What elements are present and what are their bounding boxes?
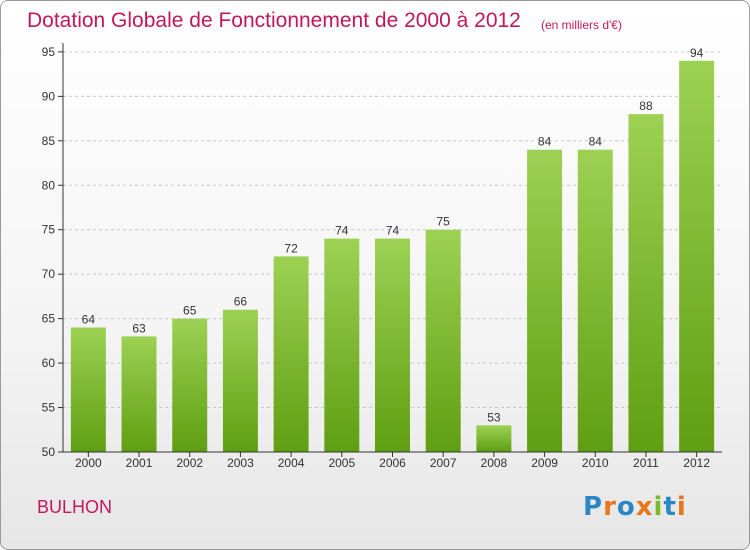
value-label-2001: 63	[132, 321, 146, 335]
bar-2008	[476, 425, 512, 452]
y-tick-label: 50	[42, 445, 56, 459]
x-tick-label-2006: 2006	[379, 456, 406, 470]
y-tick-label: 65	[42, 312, 56, 326]
bar-2005	[324, 238, 360, 452]
value-label-2002: 65	[183, 304, 197, 318]
y-tick-label: 85	[42, 134, 56, 148]
bar-2011	[628, 114, 664, 452]
y-tick-label: 80	[42, 178, 56, 192]
value-label-2005: 74	[335, 224, 349, 238]
y-tick-label: 70	[42, 267, 56, 281]
x-tick-label-2010: 2010	[582, 456, 609, 470]
value-label-2009: 84	[538, 135, 552, 149]
bar-2006	[375, 238, 410, 452]
bars: 64 63 65 66 72 74 74 75 53 84 84 88 94	[70, 46, 715, 453]
x-tick-label-2004: 2004	[278, 456, 305, 470]
bar-2009	[527, 149, 563, 452]
bar-2010	[577, 149, 613, 452]
x-tick-label-2011: 2011	[633, 456, 659, 470]
x-tick-label-2001: 2001	[126, 456, 153, 470]
chart-unit: (en milliers d'€)	[541, 18, 622, 32]
bar-2003	[222, 309, 258, 452]
y-tick-label: 90	[42, 89, 56, 103]
value-label-2007: 75	[437, 215, 451, 229]
x-tick-label-2002: 2002	[176, 456, 203, 470]
x-tick-label-2005: 2005	[328, 456, 355, 470]
x-tick-label-2008: 2008	[481, 456, 508, 470]
bar-2000	[70, 327, 106, 452]
x-tick-label-2009: 2009	[531, 456, 558, 470]
bar-2001	[121, 336, 157, 452]
chart-title: Dotation Globale de Fonctionnement de 20…	[27, 9, 521, 32]
y-tick-label: 95	[42, 45, 56, 59]
x-tick-label-2012: 2012	[683, 456, 710, 470]
value-label-2000: 64	[82, 313, 96, 327]
bar-2002	[172, 318, 208, 452]
commune-name: BULHON	[37, 497, 113, 517]
value-label-2012: 94	[690, 46, 704, 60]
x-tick-label-2000: 2000	[75, 456, 102, 470]
proxiti-logo: Proxiti	[583, 492, 687, 522]
value-label-2003: 66	[234, 295, 248, 309]
y-tick-label: 75	[42, 223, 56, 237]
bar-2004	[273, 256, 309, 452]
value-label-2010: 84	[589, 135, 603, 149]
y-tick-label: 60	[42, 356, 56, 370]
x-tick-label-2007: 2007	[430, 456, 457, 470]
bar-2007	[425, 229, 461, 452]
bar-2012	[679, 60, 715, 453]
value-label-2008: 53	[487, 410, 501, 424]
x-tick-label-2003: 2003	[227, 456, 254, 470]
value-label-2006: 74	[386, 224, 400, 238]
value-label-2011: 88	[639, 99, 653, 113]
y-tick-label: 55	[42, 401, 56, 415]
value-label-2004: 72	[284, 241, 298, 255]
axes: 50 55 60 65 70 75 80 85 90 95 2000 2001 2002 2003 2004…	[42, 43, 722, 470]
